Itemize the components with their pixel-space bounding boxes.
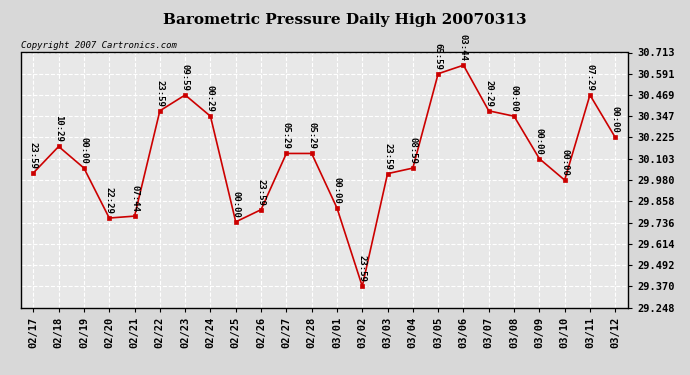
Text: 65:59: 65:59 xyxy=(433,43,443,70)
Text: Barometric Pressure Daily High 20070313: Barometric Pressure Daily High 20070313 xyxy=(164,13,526,27)
Text: 09:59: 09:59 xyxy=(181,64,190,91)
Text: 23:59: 23:59 xyxy=(357,255,367,282)
Text: 00:00: 00:00 xyxy=(231,191,240,218)
Text: 00:29: 00:29 xyxy=(206,85,215,112)
Text: 20:29: 20:29 xyxy=(484,80,493,106)
Text: 05:29: 05:29 xyxy=(282,122,291,149)
Text: 07:29: 07:29 xyxy=(585,64,595,91)
Text: 07:44: 07:44 xyxy=(130,185,139,212)
Text: 10:29: 10:29 xyxy=(54,116,63,142)
Text: 03:44: 03:44 xyxy=(459,34,468,61)
Text: 00:00: 00:00 xyxy=(535,128,544,154)
Text: 23:59: 23:59 xyxy=(155,80,164,106)
Text: 05:29: 05:29 xyxy=(307,122,316,149)
Text: 00:00: 00:00 xyxy=(509,85,519,112)
Text: 00:00: 00:00 xyxy=(611,106,620,133)
Text: 23:59: 23:59 xyxy=(257,178,266,206)
Text: 22:29: 22:29 xyxy=(105,187,114,214)
Text: 23:59: 23:59 xyxy=(29,142,38,169)
Text: 23:59: 23:59 xyxy=(383,142,392,170)
Text: 00:00: 00:00 xyxy=(333,177,342,204)
Text: 00:00: 00:00 xyxy=(79,137,88,164)
Text: 08:59: 08:59 xyxy=(408,137,417,164)
Text: Copyright 2007 Cartronics.com: Copyright 2007 Cartronics.com xyxy=(21,41,177,50)
Text: 00:00: 00:00 xyxy=(560,149,569,176)
